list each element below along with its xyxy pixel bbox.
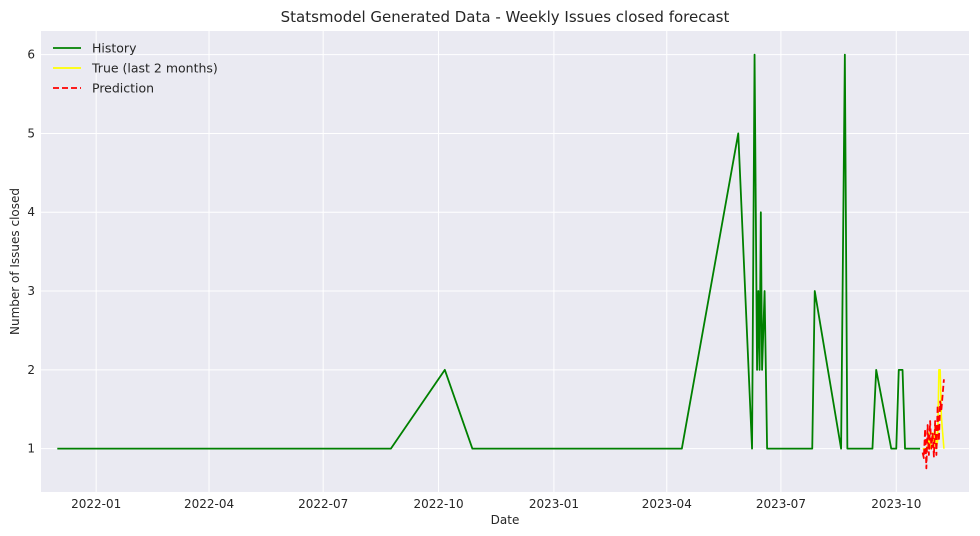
series-group (57, 53, 945, 470)
y-tick-label: 6 (27, 48, 35, 62)
x-tick-label: 2023-10 (871, 497, 921, 511)
x-tick-label: 2023-01 (529, 497, 579, 511)
series-line-history (57, 53, 921, 450)
y-tick-label: 4 (27, 205, 35, 219)
series-line-prediction (921, 379, 945, 470)
x-tick-label: 2022-07 (298, 497, 348, 511)
y-tick-label: 2 (27, 363, 35, 377)
y-tick-label: 3 (27, 284, 35, 298)
x-tick-label: 2023-04 (642, 497, 692, 511)
legend-entry-true: True (last 2 months) (91, 61, 218, 76)
x-tick-label: 2022-01 (71, 497, 121, 511)
tick-labels: 2022-01 2022-04 2022-07 2022-10 2023-01 2023-… (27, 48, 921, 511)
legend-entry-prediction: Prediction (92, 81, 154, 96)
x-axis-label: Date (491, 513, 520, 527)
x-tick-label: 2023-07 (756, 497, 806, 511)
y-axis-label: Number of Issues closed (8, 188, 22, 335)
y-tick-label: 5 (27, 126, 35, 140)
legend: History True (last 2 months) Prediction (53, 41, 218, 96)
x-tick-label: 2022-10 (413, 497, 463, 511)
y-tick-label: 1 (27, 442, 35, 456)
plot-area (41, 31, 969, 492)
chart-title: Statsmodel Generated Data - Weekly Issue… (281, 8, 730, 26)
legend-entry-history: History (92, 41, 137, 56)
x-tick-label: 2022-04 (184, 497, 234, 511)
